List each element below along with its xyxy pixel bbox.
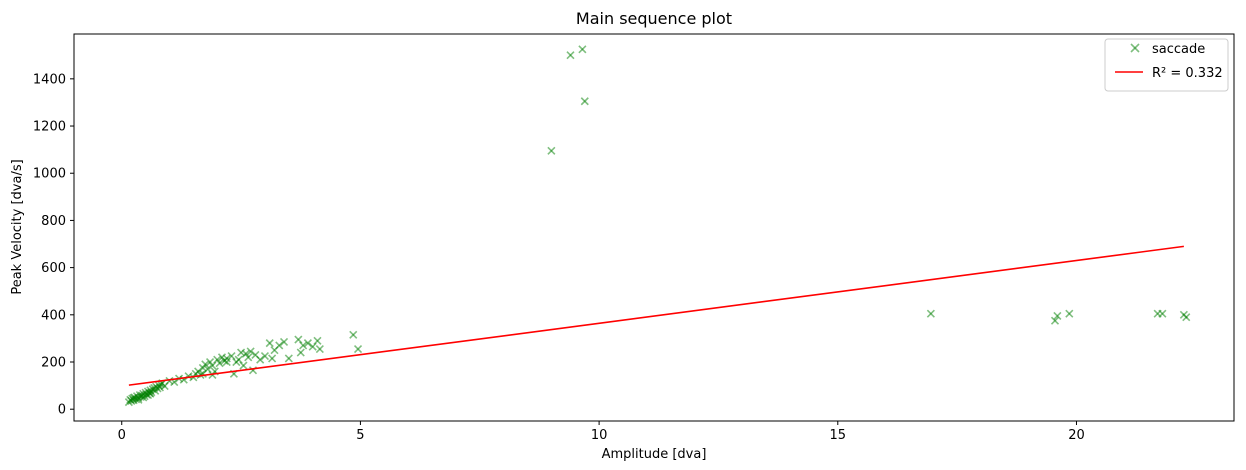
saccade-point — [279, 337, 289, 347]
saccade-point — [194, 367, 203, 376]
saccade-point — [265, 339, 274, 348]
saccade-point — [244, 353, 253, 362]
saccade-point — [1158, 309, 1167, 318]
saccade-point — [129, 393, 138, 402]
saccade-point — [234, 355, 243, 364]
saccade-point — [256, 355, 265, 364]
saccade-point — [580, 97, 589, 106]
y-tick-label: 400 — [41, 308, 66, 323]
y-tick-label: 600 — [41, 261, 66, 276]
saccade-point — [349, 330, 358, 339]
y-tick-label: 1000 — [33, 167, 66, 182]
y-tick-label: 1200 — [33, 120, 66, 135]
saccade-point — [139, 393, 148, 402]
saccade-point — [241, 349, 250, 358]
saccade-point — [284, 354, 293, 363]
x-tick-label: 5 — [356, 428, 364, 443]
x-tick-label: 15 — [830, 428, 847, 443]
y-tick-label: 800 — [41, 214, 66, 229]
saccade-point — [1050, 316, 1060, 325]
saccade-point — [134, 395, 143, 404]
saccade-point — [1182, 313, 1191, 322]
y-axis: 0 200 400 600 800 1000 1200 1400 — [33, 72, 74, 418]
saccade-point — [275, 341, 284, 350]
y-tick-label: 200 — [41, 356, 66, 371]
saccade-point — [578, 45, 587, 54]
saccade-point — [353, 344, 363, 354]
saccade-point — [299, 341, 308, 350]
saccade-point — [201, 360, 210, 369]
plot-area — [124, 45, 1191, 407]
saccade-point — [303, 339, 312, 348]
saccade-point — [222, 357, 231, 367]
x-tick-label: 0 — [118, 428, 126, 443]
saccade-point — [566, 51, 575, 60]
saccade-point — [260, 352, 270, 361]
saccade-point — [315, 344, 324, 354]
saccade-point — [205, 357, 215, 367]
legend-marker-saccade — [1130, 43, 1140, 53]
y-tick-label: 1400 — [33, 72, 66, 87]
x-axis: 0 5 10 15 20 — [118, 421, 1085, 443]
legend-label-fit: R² = 0.332 — [1152, 66, 1223, 81]
saccade-point — [213, 355, 222, 364]
saccade-point — [268, 354, 277, 363]
saccade-point — [246, 347, 255, 356]
legend-box — [1104, 38, 1229, 92]
saccade-point — [1053, 311, 1062, 321]
chart-title: Main sequence plot — [576, 9, 732, 28]
saccade-point — [547, 146, 556, 155]
plot-frame — [73, 33, 1235, 422]
legend: saccade R² = 0.332 — [1104, 38, 1229, 92]
regression-line — [128, 245, 1184, 386]
x-tick-label: 20 — [1068, 428, 1085, 443]
y-axis-label: Peak Velocity [dva/s] — [10, 159, 25, 294]
saccade-point — [215, 359, 224, 368]
x-axis-label: Amplitude [dva] — [602, 447, 707, 462]
saccade-point — [1065, 309, 1074, 318]
saccade-point — [313, 336, 322, 345]
x-tick-label: 10 — [591, 428, 608, 443]
legend-label-saccade: saccade — [1152, 42, 1205, 57]
saccade-point — [926, 309, 935, 318]
y-tick-label: 0 — [58, 403, 66, 418]
saccade-point — [146, 389, 155, 398]
saccade-point — [296, 348, 305, 357]
saccade-point — [208, 370, 217, 380]
